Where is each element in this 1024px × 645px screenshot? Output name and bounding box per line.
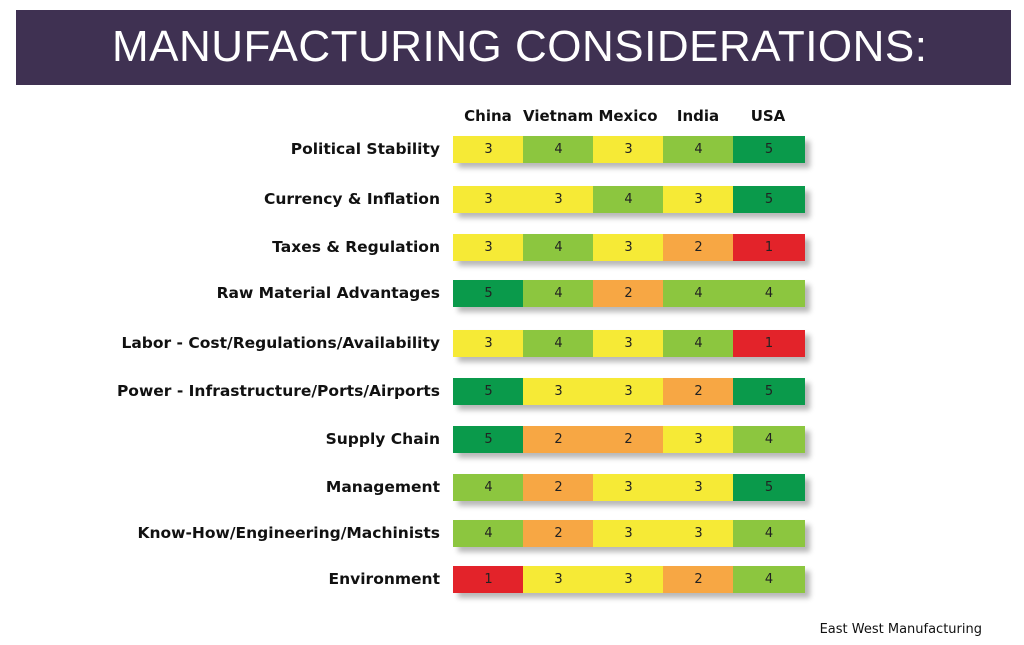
score-cell-vietnam: 4 [523, 136, 594, 163]
score-cell-mexico: 3 [593, 520, 664, 547]
score-cell-vietnam: 4 [523, 330, 594, 357]
row-label: Raw Material Advantages [216, 284, 440, 302]
score-cell-india: 4 [663, 136, 734, 163]
score-cell-vietnam: 2 [523, 426, 594, 453]
column-header-usa: USA [750, 107, 786, 125]
source-credit: East West Manufacturing [819, 622, 982, 637]
score-cell-china: 3 [453, 186, 524, 213]
score-cell-china: 5 [453, 280, 524, 307]
score-cell-usa: 1 [733, 330, 805, 357]
score-cell-india: 2 [663, 378, 734, 405]
score-cell-usa: 5 [733, 136, 805, 163]
score-cell-mexico: 3 [593, 136, 664, 163]
score-cell-usa: 4 [733, 280, 805, 307]
score-cell-mexico: 3 [593, 234, 664, 261]
score-cell-india: 3 [663, 186, 734, 213]
score-cell-usa: 5 [733, 186, 805, 213]
score-cell-india: 3 [663, 520, 734, 547]
score-cell-china: 1 [453, 566, 524, 593]
score-cell-mexico: 4 [593, 186, 664, 213]
score-cell-usa: 4 [733, 520, 805, 547]
score-cell-china: 3 [453, 136, 524, 163]
row-label: Management [325, 478, 440, 496]
score-cell-usa: 4 [733, 566, 805, 593]
score-cell-china: 5 [453, 378, 524, 405]
row-label: Labor - Cost/Regulations/Availability [121, 334, 440, 352]
row-label: Political Stability [290, 140, 440, 158]
score-cell-vietnam: 2 [523, 520, 594, 547]
row-label: Environment [328, 570, 440, 588]
score-cell-mexico: 3 [593, 474, 664, 501]
row-label: Supply Chain [325, 430, 440, 448]
score-cell-usa: 1 [733, 234, 805, 261]
score-cell-china: 4 [453, 520, 524, 547]
page-title: MANUFACTURING CONSIDERATIONS: [112, 22, 928, 71]
row-label: Taxes & Regulation [272, 238, 440, 256]
score-cell-china: 3 [453, 330, 524, 357]
score-cell-india: 4 [663, 280, 734, 307]
score-cell-india: 4 [663, 330, 734, 357]
score-cell-mexico: 3 [593, 330, 664, 357]
score-cell-china: 5 [453, 426, 524, 453]
score-cell-china: 3 [453, 234, 524, 261]
column-header-india: India [676, 107, 720, 125]
column-header-vietnam: Vietnam [523, 107, 594, 125]
title-banner: MANUFACTURING CONSIDERATIONS: [16, 10, 1011, 85]
score-cell-usa: 5 [733, 474, 805, 501]
score-cell-vietnam: 3 [523, 566, 594, 593]
row-label: Currency & Inflation [263, 190, 440, 208]
score-cell-mexico: 2 [593, 280, 664, 307]
score-cell-vietnam: 3 [523, 186, 594, 213]
score-cell-mexico: 3 [593, 378, 664, 405]
score-cell-mexico: 3 [593, 566, 664, 593]
row-label: Power - Infrastructure/Ports/Airports [116, 382, 440, 400]
score-cell-vietnam: 3 [523, 378, 594, 405]
row-label: Know-How/Engineering/Machinists [137, 524, 440, 542]
score-cell-india: 2 [663, 234, 734, 261]
score-cell-india: 3 [663, 426, 734, 453]
score-cell-china: 4 [453, 474, 524, 501]
score-cell-vietnam: 4 [523, 234, 594, 261]
score-cell-mexico: 2 [593, 426, 664, 453]
score-cell-vietnam: 4 [523, 280, 594, 307]
score-cell-vietnam: 2 [523, 474, 594, 501]
score-cell-india: 2 [663, 566, 734, 593]
column-header-mexico: Mexico [598, 107, 658, 125]
score-cell-usa: 5 [733, 378, 805, 405]
score-cell-india: 3 [663, 474, 734, 501]
column-header-china: China [464, 107, 512, 125]
score-cell-usa: 4 [733, 426, 805, 453]
